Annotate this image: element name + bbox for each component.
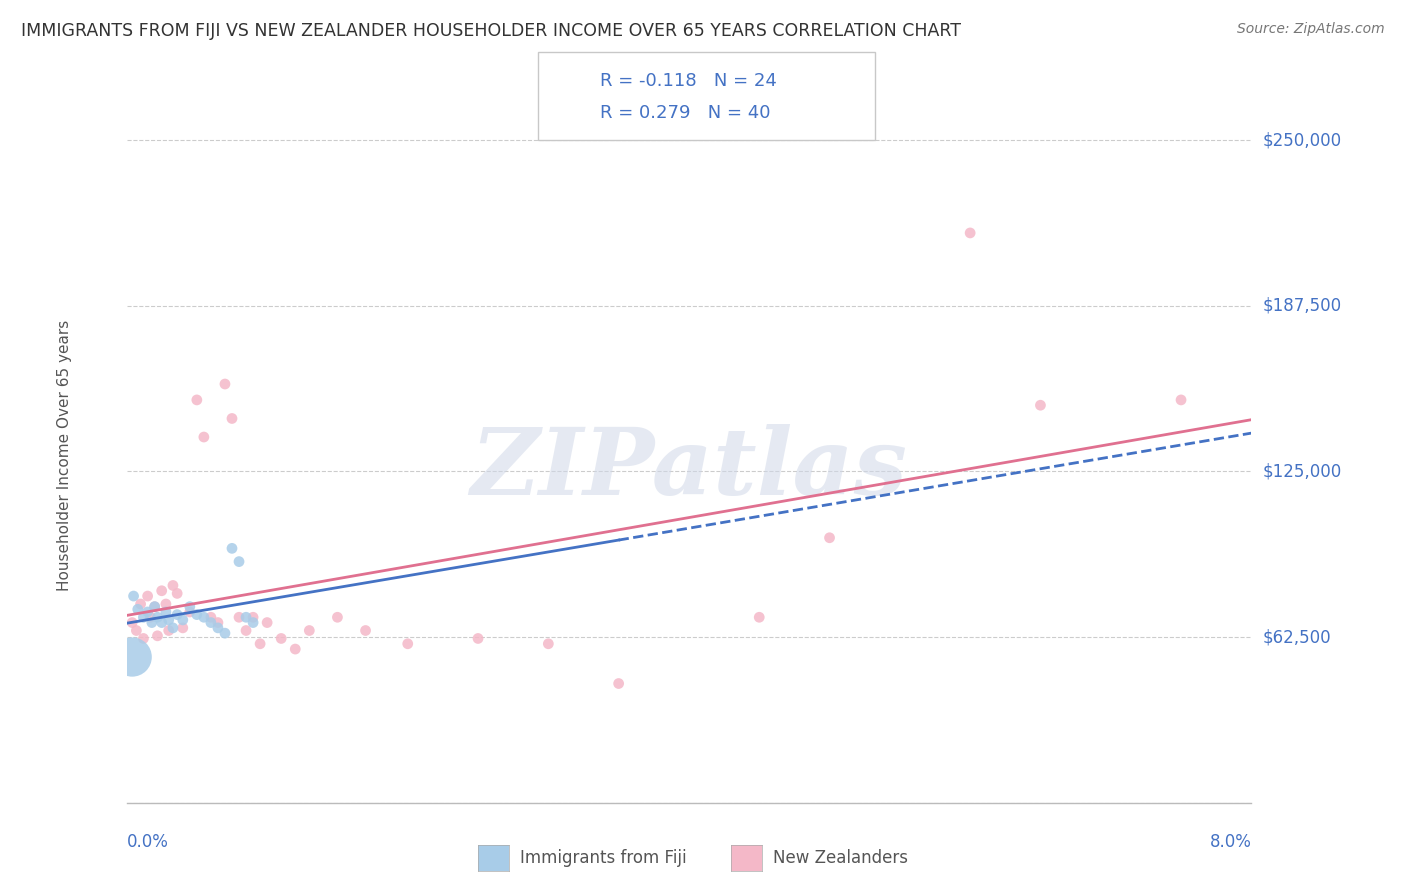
Point (607, 676, 630, 690)
Text: ZIPatlas: ZIPatlas (471, 424, 907, 514)
Point (121, 650, 143, 665)
Point (132, 610, 155, 624)
Point (186, 607, 208, 622)
Point (298, 624, 321, 638)
Point (186, 392, 208, 407)
Point (249, 637, 271, 651)
Point (157, 624, 180, 638)
Point (214, 377, 236, 392)
Point (139, 610, 162, 624)
Point (221, 541, 243, 556)
Point (166, 607, 188, 622)
Point (150, 583, 173, 598)
Point (284, 642, 307, 657)
Point (125, 624, 148, 638)
Point (396, 637, 419, 651)
Point (193, 430, 215, 444)
Point (143, 599, 166, 614)
Point (166, 586, 188, 600)
Point (146, 629, 169, 643)
Point (157, 613, 180, 627)
Point (221, 411, 243, 425)
Point (179, 599, 201, 614)
Point (122, 589, 145, 603)
Point (748, 610, 770, 624)
Point (155, 597, 177, 611)
Point (172, 621, 194, 635)
Point (235, 610, 257, 624)
Point (129, 597, 152, 611)
Point (207, 615, 229, 630)
Point (179, 605, 201, 619)
Text: New Zealanders: New Zealanders (773, 849, 908, 867)
Point (354, 624, 377, 638)
Point (235, 624, 257, 638)
Point (242, 615, 264, 630)
Point (1170, 392, 1192, 407)
Point (141, 615, 163, 630)
Point (256, 615, 278, 630)
Point (172, 613, 194, 627)
Point (214, 626, 236, 640)
Point (200, 615, 222, 630)
Text: Householder Income Over 65 years: Householder Income Over 65 years (58, 319, 72, 591)
Point (818, 531, 841, 545)
Point (146, 610, 169, 624)
Point (121, 615, 143, 630)
Point (136, 605, 159, 619)
Point (270, 632, 292, 646)
Point (1029, 398, 1052, 412)
Text: $62,500: $62,500 (1263, 628, 1331, 646)
Text: $250,000: $250,000 (1263, 131, 1341, 149)
Point (162, 578, 184, 592)
Point (132, 632, 155, 646)
Text: Immigrants from Fiji: Immigrants from Fiji (520, 849, 688, 867)
Text: $125,000: $125,000 (1263, 462, 1341, 481)
Point (228, 610, 250, 624)
Point (200, 610, 222, 624)
Text: Source: ZipAtlas.com: Source: ZipAtlas.com (1237, 22, 1385, 37)
Text: 0.0%: 0.0% (127, 833, 169, 851)
Text: 8.0%: 8.0% (1209, 833, 1251, 851)
Point (537, 637, 560, 651)
Point (326, 610, 349, 624)
Text: $187,500: $187,500 (1263, 297, 1341, 315)
Text: R = -0.118   N = 24: R = -0.118 N = 24 (600, 72, 778, 90)
Point (207, 621, 229, 635)
Text: IMMIGRANTS FROM FIJI VS NEW ZEALANDER HOUSEHOLDER INCOME OVER 65 YEARS CORRELATI: IMMIGRANTS FROM FIJI VS NEW ZEALANDER HO… (21, 22, 962, 40)
Point (143, 599, 166, 614)
Point (150, 615, 173, 630)
Point (959, 226, 981, 240)
Text: R = 0.279   N = 40: R = 0.279 N = 40 (600, 104, 770, 122)
Point (193, 610, 215, 624)
Point (467, 632, 489, 646)
Point (136, 589, 159, 603)
Point (155, 605, 177, 619)
Point (127, 602, 149, 616)
Point (228, 555, 250, 569)
Point (242, 610, 264, 624)
Point (162, 621, 184, 635)
